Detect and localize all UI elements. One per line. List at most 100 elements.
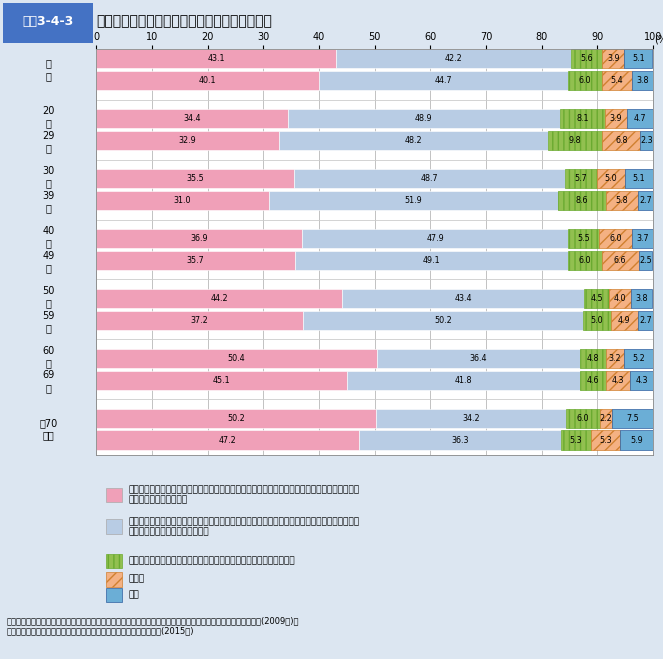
- Text: 20
〜
29
歳: 20 〜 29 歳: [42, 106, 55, 154]
- Text: 4.7: 4.7: [634, 114, 646, 123]
- Text: 6.0: 6.0: [577, 414, 589, 422]
- Text: 6.0: 6.0: [579, 76, 591, 85]
- Text: 3.8: 3.8: [636, 76, 648, 85]
- Text: 36.4: 36.4: [469, 354, 487, 363]
- Bar: [96, 49, 336, 69]
- Bar: [96, 169, 294, 188]
- Bar: [606, 349, 624, 368]
- Text: 6.8: 6.8: [615, 136, 628, 145]
- Text: 2.7: 2.7: [639, 196, 652, 205]
- Bar: [612, 409, 654, 428]
- Bar: [640, 131, 653, 150]
- Bar: [96, 430, 359, 449]
- Text: 5.9: 5.9: [631, 436, 643, 445]
- Bar: [294, 169, 565, 188]
- Bar: [602, 71, 632, 90]
- Bar: [624, 49, 652, 69]
- Text: 不詳: 不詳: [129, 590, 139, 600]
- Text: 44.2: 44.2: [210, 294, 228, 303]
- Text: 総
数: 総 数: [46, 59, 52, 81]
- Text: 30
〜
39
歳: 30 〜 39 歳: [42, 166, 55, 214]
- Text: 5.2: 5.2: [633, 354, 645, 363]
- Text: 資料：厚生労働省政策統括官付政策評価官室「社会保障における公的・私的サービスに関する意識等調査報告書」(2009年)、
　「社会保障における公的・私的サービスに: 資料：厚生労働省政策統括官付政策評価官室「社会保障における公的・私的サービスに関…: [7, 616, 299, 635]
- Bar: [638, 311, 653, 330]
- Bar: [572, 49, 603, 69]
- Text: 7.5: 7.5: [627, 414, 639, 422]
- Text: 42.2: 42.2: [445, 55, 463, 63]
- Bar: [568, 229, 599, 248]
- Bar: [96, 349, 377, 368]
- Bar: [630, 370, 654, 389]
- Bar: [605, 109, 627, 129]
- Bar: [295, 251, 568, 270]
- Text: 5.4: 5.4: [611, 76, 623, 85]
- Bar: [96, 109, 288, 129]
- Bar: [606, 191, 638, 210]
- Text: 34.4: 34.4: [183, 114, 201, 123]
- FancyBboxPatch shape: [106, 554, 122, 568]
- Text: 2.3: 2.3: [640, 136, 653, 145]
- Text: 43.1: 43.1: [208, 55, 225, 63]
- Text: 公的年金を基本としつつも、その水準は一定程度抑制し、これに企業年金や個人年金、貯蓄など
を組み合わせて老後に備えるべき: 公的年金を基本としつつも、その水準は一定程度抑制し、これに企業年金や個人年金、貯…: [129, 517, 359, 536]
- Text: 40.1: 40.1: [199, 76, 217, 85]
- Text: 3.8: 3.8: [636, 294, 648, 303]
- Text: 32.9: 32.9: [179, 136, 197, 145]
- FancyBboxPatch shape: [106, 588, 122, 602]
- Text: 4.3: 4.3: [611, 376, 624, 385]
- FancyBboxPatch shape: [3, 3, 93, 43]
- Bar: [560, 109, 605, 129]
- Text: 45.1: 45.1: [213, 376, 231, 385]
- Bar: [96, 370, 347, 389]
- Text: 5.1: 5.1: [633, 174, 645, 183]
- Text: 60
〜
69
歳: 60 〜 69 歳: [42, 345, 55, 393]
- Text: 3.9: 3.9: [607, 55, 619, 63]
- Text: 5.0: 5.0: [591, 316, 603, 325]
- Bar: [96, 289, 342, 308]
- Bar: [96, 251, 295, 270]
- Bar: [609, 289, 631, 308]
- Text: 50.2: 50.2: [434, 316, 452, 325]
- Text: 36.9: 36.9: [190, 234, 208, 243]
- Bar: [633, 229, 653, 248]
- Bar: [602, 251, 638, 270]
- Text: 図表3-4-3: 図表3-4-3: [23, 15, 74, 28]
- Text: 47.9: 47.9: [426, 234, 444, 243]
- Text: 5.7: 5.7: [575, 174, 587, 183]
- Bar: [96, 131, 279, 150]
- Text: 2.5: 2.5: [639, 256, 652, 265]
- Bar: [96, 311, 303, 330]
- Bar: [599, 229, 633, 248]
- Bar: [580, 370, 606, 389]
- Text: 8.6: 8.6: [575, 196, 588, 205]
- Text: 49.1: 49.1: [423, 256, 440, 265]
- Bar: [359, 430, 561, 449]
- Text: 50.4: 50.4: [227, 354, 245, 363]
- Bar: [579, 349, 606, 368]
- FancyBboxPatch shape: [106, 572, 122, 587]
- Bar: [625, 169, 653, 188]
- Text: 4.5: 4.5: [590, 294, 603, 303]
- Text: 43.4: 43.4: [454, 294, 472, 303]
- Text: 9.8: 9.8: [569, 136, 581, 145]
- Text: 4.6: 4.6: [587, 376, 599, 385]
- Text: 6.6: 6.6: [614, 256, 627, 265]
- Bar: [624, 349, 653, 368]
- Text: 公的年金に要する税や社会保険料の負担が増加しても、老後の生活は公的年金のみで充足できる
だけの水準を確保すべき: 公的年金に要する税や社会保険料の負担が増加しても、老後の生活は公的年金のみで充足…: [129, 485, 359, 505]
- Text: 今後の老後の生活を支える年金給付等の在り方: 今後の老後の生活を支える年金給付等の在り方: [96, 14, 272, 28]
- Text: 44.7: 44.7: [435, 76, 453, 85]
- Text: 41.8: 41.8: [455, 376, 473, 385]
- Text: 5.8: 5.8: [615, 196, 628, 205]
- Bar: [376, 409, 566, 428]
- Text: 以70
上歳: 以70 上歳: [40, 418, 58, 440]
- Bar: [603, 49, 624, 69]
- Bar: [377, 349, 579, 368]
- Text: 36.3: 36.3: [452, 436, 469, 445]
- Text: 4.9: 4.9: [618, 316, 631, 325]
- Text: 51.9: 51.9: [404, 196, 422, 205]
- Text: 3.2: 3.2: [609, 354, 621, 363]
- Bar: [269, 191, 558, 210]
- Text: 2.2: 2.2: [599, 414, 612, 422]
- Text: 企業年金や個人年金、貯蓄などで老後に備えることを基本とするべき: 企業年金や個人年金、貯蓄などで老後に備えることを基本とするべき: [129, 556, 295, 565]
- Text: (%): (%): [654, 34, 663, 45]
- Bar: [347, 370, 580, 389]
